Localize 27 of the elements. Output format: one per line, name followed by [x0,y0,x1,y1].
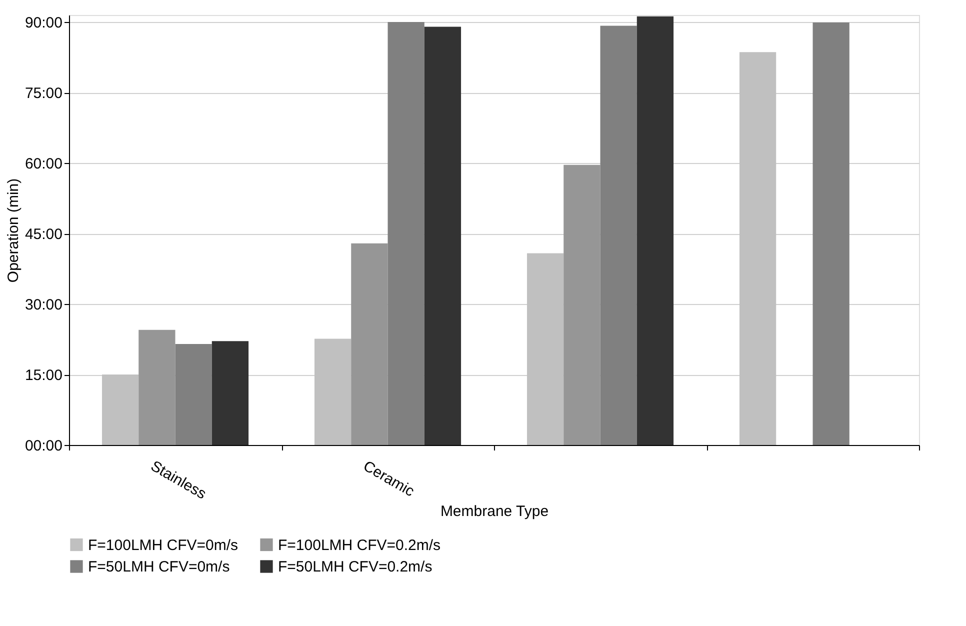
bar [138,330,176,445]
bar [526,253,564,445]
bar [600,26,637,445]
y-axis-title: Operation (min) [4,178,22,283]
y-tick-label: 30:00 [24,296,62,314]
legend-label: F=100LMH CFV=0m/s [88,536,238,554]
bar [314,338,352,445]
bar [351,243,388,445]
y-tick-label: 45:00 [24,226,62,244]
legend-label: F=50LMH CFV=0m/s [88,558,230,576]
y-tick-label: 60:00 [24,156,62,173]
legend-label: F=100LMH CFV=0.2m/s [278,536,441,554]
bar [812,22,850,445]
bar [212,341,249,445]
bar [175,344,212,445]
y-tick-label: 75:00 [24,85,62,102]
bar [564,164,600,445]
bar [636,16,674,445]
x-axis-title: Membrane Type [440,502,549,520]
bar [388,22,424,445]
bar [102,374,139,445]
y-tick-label: 15:00 [24,367,62,384]
y-tick-label: 90:00 [24,14,62,32]
legend-label: F=50LMH CFV=0.2m/s [278,558,432,576]
bar [739,52,776,445]
y-tick-label: 00:00 [24,438,62,454]
bar [424,26,462,445]
